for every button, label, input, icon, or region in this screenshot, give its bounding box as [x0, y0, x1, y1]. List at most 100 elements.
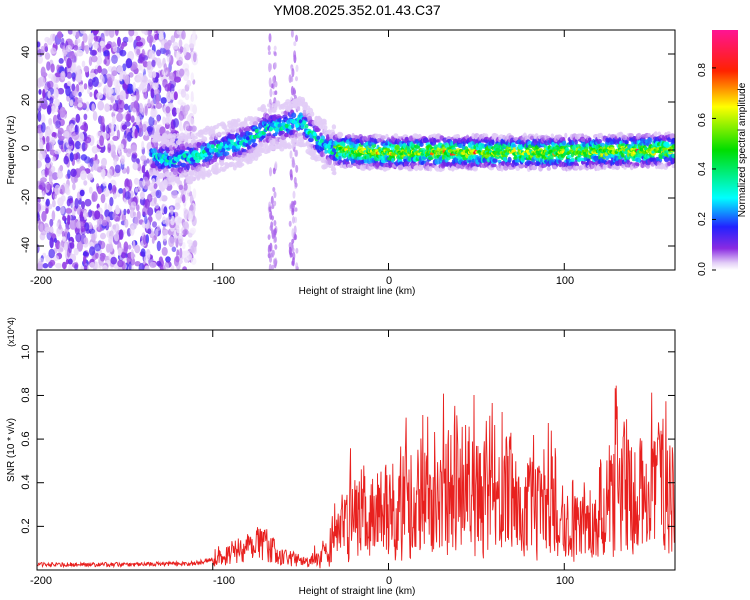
- spectrogram-cell: [291, 207, 295, 216]
- spectrogram-cell: [428, 165, 433, 172]
- spectrogram-cell: [436, 139, 441, 143]
- spectrogram-cell: [114, 164, 121, 174]
- snr-x-tick-1: -100: [213, 575, 235, 587]
- spectrogram-cell: [273, 51, 277, 57]
- spectrogram-cell: [140, 191, 145, 200]
- spectrogram-cell: [147, 228, 152, 235]
- spectrogram-cell: [80, 154, 88, 161]
- spectrogram-cell: [130, 115, 135, 123]
- spectrogram-cell: [120, 42, 125, 50]
- spectrogram-cell: [100, 232, 106, 240]
- spectrogram-ridge: [293, 120, 298, 125]
- spectrogram-cell: [141, 48, 145, 58]
- spectrogram-cell: [96, 131, 101, 139]
- spectrogram-cell: [72, 153, 79, 160]
- spectrogram-cell: [93, 160, 99, 171]
- spectrogram-cell: [156, 114, 161, 123]
- spectrogram-cell: [57, 87, 65, 95]
- spectrogram-cell: [155, 93, 160, 105]
- spectrogram-cell: [48, 174, 53, 184]
- spectrogram-cell: [174, 202, 181, 210]
- spectrogram-cell: [160, 97, 167, 104]
- spectrogram-cell: [126, 131, 132, 142]
- spectrogram-cell: [339, 132, 344, 137]
- spectrogram-cell: [111, 70, 118, 77]
- spectrogram-cell: [107, 143, 111, 154]
- spectrogram-cell: [622, 135, 628, 141]
- spectrogram-cell: [414, 165, 419, 172]
- spectrogram-ridge: [245, 136, 250, 141]
- spectrogram-cell: [669, 133, 675, 139]
- snr-y-tick-0: 0.2: [20, 518, 32, 533]
- spectrogram-cell: [134, 187, 139, 193]
- spectrogram-cell: [653, 131, 658, 137]
- spectrogram-cell: [48, 118, 53, 126]
- spectrogram-cell: [182, 229, 189, 236]
- spectrogram-cell: [295, 149, 299, 157]
- spectrogram-cell: [92, 76, 99, 88]
- spectrogram-cell: [47, 80, 54, 89]
- spectrogram-cell: [88, 56, 93, 67]
- spectrogram-cell: [155, 169, 160, 176]
- spectrogram-cell: [190, 257, 197, 265]
- spectrogram-cell: [143, 159, 147, 167]
- spectrogram-ridge: [158, 152, 162, 158]
- spectrogram-cell: [124, 191, 131, 200]
- colorbar: 0.0 0.2 0.4 0.6 0.8 Normalized spectral …: [697, 30, 748, 276]
- spectrogram-ridge: [295, 123, 300, 128]
- spectrogram-cell: [393, 133, 399, 139]
- spectrogram-cell: [268, 110, 272, 115]
- spectrogram-cell: [177, 217, 184, 224]
- spectrogram-cell: [165, 217, 170, 227]
- spectrogram-cell: [191, 242, 196, 254]
- spectrogram-cell: [223, 162, 229, 166]
- spectrogram-cell: [131, 61, 138, 70]
- spectrogram-cell: [268, 201, 272, 208]
- spectrogram-cell: [111, 150, 117, 159]
- spectrogram-cell: [163, 262, 169, 270]
- spectrogram-y-tick-4: 40: [20, 46, 32, 58]
- spectrogram-cell: [51, 74, 56, 85]
- spectrogram-cell: [112, 46, 118, 53]
- spectrogram-cell: [46, 61, 51, 71]
- spectrogram-cell: [56, 222, 60, 228]
- spectrogram-cell: [62, 215, 67, 221]
- spectrogram-cell: [63, 82, 68, 90]
- spectrogram-cell: [150, 231, 156, 237]
- spectrogram-cell: [152, 221, 157, 228]
- spectrogram-cell: [125, 113, 131, 122]
- spectrogram-cell: [184, 93, 190, 101]
- snr-x-tick-0: -200: [30, 575, 52, 587]
- spectrogram-cell: [191, 125, 197, 132]
- spectrogram-cell: [88, 228, 96, 234]
- spectrogram-cell: [67, 231, 71, 241]
- spectrogram-cell: [164, 115, 171, 125]
- spectrogram-cell: [83, 65, 90, 73]
- spectrogram-cell: [83, 113, 88, 121]
- spectrogram-cell: [69, 51, 75, 60]
- snr-marks: [37, 385, 675, 569]
- spectrogram-ridge: [302, 120, 307, 125]
- spectrogram-ridge: [312, 131, 317, 137]
- spectrogram-cell: [117, 247, 122, 256]
- spectrogram-cell: [227, 155, 233, 160]
- spectrogram-cell: [614, 164, 621, 171]
- spectrogram-cell: [109, 196, 114, 207]
- spectrogram-cell: [332, 170, 337, 176]
- spectrogram-cell: [75, 221, 81, 229]
- spectrogram-cell: [40, 66, 46, 77]
- spectrogram-cell: [290, 30, 294, 38]
- snr-ticks: [36, 330, 675, 570]
- spectrogram-cell: [123, 103, 129, 111]
- spectrogram-cell: [599, 142, 606, 147]
- spectrogram-cell: [42, 89, 46, 100]
- spectrogram-cell: [108, 122, 115, 129]
- spectrogram-cell: [116, 129, 120, 140]
- spectrogram-cell: [89, 246, 96, 256]
- spectrogram-cell: [126, 208, 130, 215]
- spectrogram-cell: [63, 155, 69, 165]
- spectrogram-cell: [97, 51, 102, 57]
- spectrogram-ridge: [448, 149, 453, 153]
- spectrogram-cell: [314, 127, 321, 133]
